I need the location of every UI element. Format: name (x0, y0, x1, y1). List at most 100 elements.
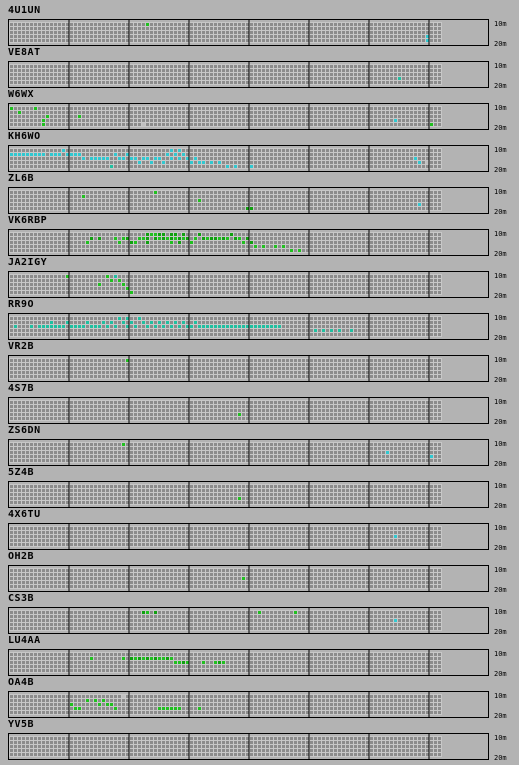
grid-cell (154, 317, 157, 320)
grid-cell (422, 375, 425, 378)
grid-cell (26, 237, 29, 240)
grid-cell (310, 161, 313, 164)
grid-cell (318, 165, 321, 168)
grid-cell (318, 207, 321, 210)
grid-cell (142, 207, 145, 210)
grid-cell (354, 325, 357, 328)
grid-cell (222, 65, 225, 68)
grid-cell (402, 27, 405, 30)
grid-cell (350, 287, 353, 290)
grid-cell (98, 153, 101, 156)
grid-cell (294, 275, 297, 278)
grid-cell (334, 27, 337, 30)
grid-cell (246, 363, 249, 366)
grid-cell (234, 119, 237, 122)
grid-cell (418, 111, 421, 114)
grid-cell (258, 119, 261, 122)
grid-cell (170, 165, 173, 168)
grid-cell (118, 35, 121, 38)
grid-cell (118, 203, 121, 206)
signal-cell (106, 325, 109, 328)
grid-cell (74, 107, 77, 110)
grid-cell (22, 107, 25, 110)
grid-cell (326, 27, 329, 30)
grid-cell (38, 401, 41, 404)
signal-cell (46, 325, 49, 328)
signal-cell (134, 157, 137, 160)
grid-cell (102, 275, 105, 278)
grid-cell (170, 359, 173, 362)
grid-cell (246, 149, 249, 152)
grid-cell (290, 27, 293, 30)
grid-cell (346, 359, 349, 362)
grid-cell (50, 207, 53, 210)
grid-cell (46, 65, 49, 68)
grid-cell (146, 119, 149, 122)
grid-cell (182, 161, 185, 164)
grid-cell (194, 153, 197, 156)
grid-cell (390, 115, 393, 118)
grid-cell (134, 191, 137, 194)
grid-cell (150, 153, 153, 156)
grid-cell (18, 237, 21, 240)
grid-cell (30, 161, 33, 164)
grid-cell (186, 245, 189, 248)
grid-cell (242, 69, 245, 72)
grid-cell (54, 111, 57, 114)
grid-cell (274, 359, 277, 362)
grid-cell (138, 363, 141, 366)
grid-cell (406, 69, 409, 72)
grid-cell (194, 333, 197, 336)
grid-cell (322, 241, 325, 244)
grid-cell (378, 149, 381, 152)
grid-cell (22, 363, 25, 366)
grid-cell (310, 115, 313, 118)
grid-cell (414, 123, 417, 126)
grid-cell (322, 123, 325, 126)
grid-cell (234, 245, 237, 248)
grid-cell (14, 203, 17, 206)
grid-cell (314, 241, 317, 244)
grid-cell (378, 207, 381, 210)
grid-cell (326, 153, 329, 156)
grid-cell (214, 123, 217, 126)
grid-cell (362, 31, 365, 34)
grid-cell (70, 111, 73, 114)
grid-cell (266, 191, 269, 194)
grid-cell (14, 115, 17, 118)
grid-cell (94, 115, 97, 118)
grid-cell (286, 27, 289, 30)
grid-cell (302, 39, 305, 42)
grid-cell (362, 23, 365, 26)
grid-cell (346, 119, 349, 122)
grid-cell (250, 199, 253, 202)
grid-cell (10, 317, 13, 320)
grid-cell (18, 123, 21, 126)
grid-cell (38, 119, 41, 122)
grid-cell (78, 199, 81, 202)
grid-cell (30, 371, 33, 374)
grid-cell (430, 153, 433, 156)
grid-cell (318, 291, 321, 294)
grid-cell (102, 153, 105, 156)
grid-cell (290, 81, 293, 84)
grid-cell (278, 149, 281, 152)
grid-cell (138, 73, 141, 76)
grid-cell (22, 275, 25, 278)
signal-cell (270, 325, 273, 328)
grid-cell (190, 199, 193, 202)
grid-cell (358, 191, 361, 194)
grid-cell (358, 27, 361, 30)
grid-cell (138, 241, 141, 244)
grid-cell (398, 375, 401, 378)
grid-cell (410, 65, 413, 68)
grid-cell (390, 371, 393, 374)
grid-cell (30, 107, 33, 110)
grid-cell (298, 77, 301, 80)
grid-cell (110, 275, 113, 278)
grid-cell (42, 73, 45, 76)
grid-cell (402, 35, 405, 38)
grid-cell (270, 65, 273, 68)
grid-cell (110, 35, 113, 38)
grid-cell (286, 333, 289, 336)
